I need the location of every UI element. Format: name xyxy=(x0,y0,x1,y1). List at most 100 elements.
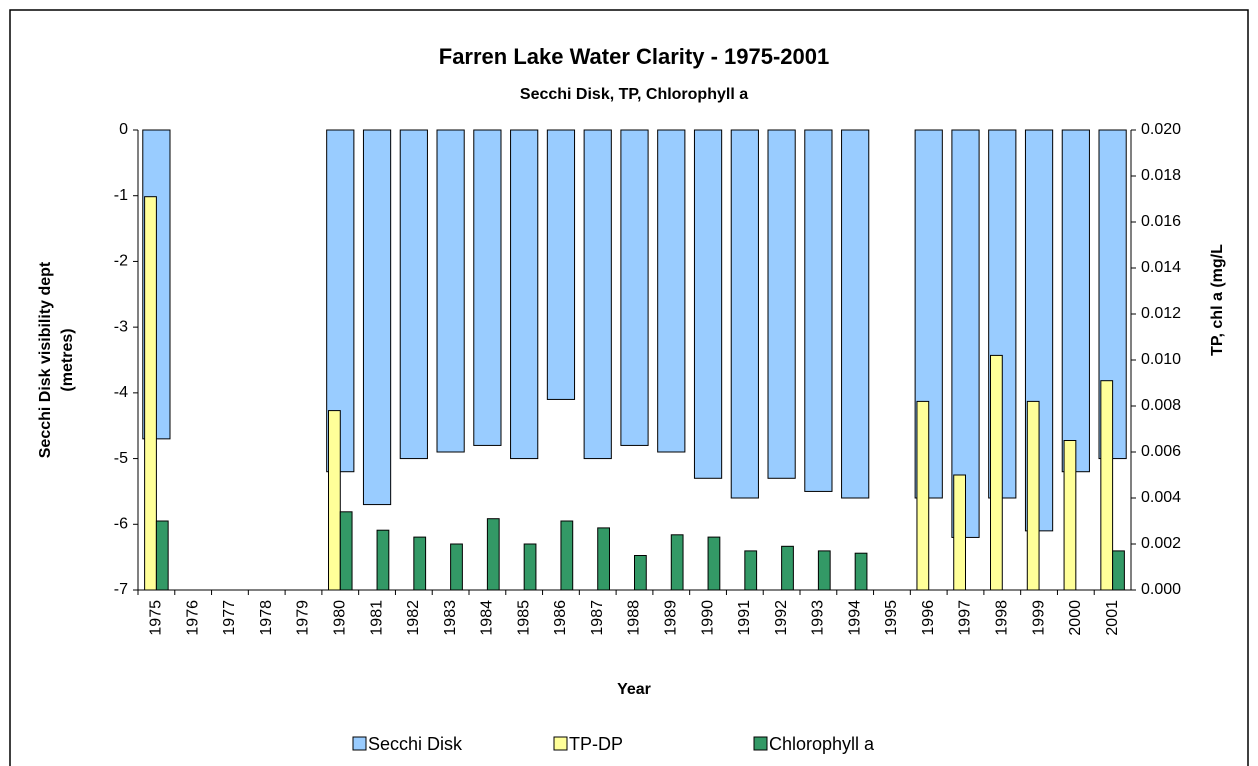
bar xyxy=(657,129,686,453)
y2-tick-label: 0.006 xyxy=(1141,443,1181,460)
bar xyxy=(560,520,574,591)
x-tick-label: 1991 xyxy=(736,600,753,636)
legend-swatch xyxy=(352,736,367,751)
bar xyxy=(767,129,796,479)
x-tick-label: 2000 xyxy=(1067,600,1084,636)
bar xyxy=(841,129,870,499)
bar xyxy=(670,534,684,591)
bar xyxy=(339,511,353,591)
x-tick-label: 1980 xyxy=(331,600,348,636)
bar xyxy=(583,129,612,460)
y2-tick-label: 0.008 xyxy=(1141,397,1181,414)
y-tick-label: -1 xyxy=(114,187,128,204)
bar xyxy=(362,129,392,506)
x-tick-label: 1996 xyxy=(920,600,937,636)
y-tick-label: -5 xyxy=(114,450,128,467)
bar xyxy=(634,555,647,591)
bar xyxy=(510,129,539,460)
bar xyxy=(1112,550,1125,591)
bar xyxy=(1061,129,1090,473)
bar xyxy=(817,550,831,591)
x-tick-label: 1977 xyxy=(221,600,238,636)
x-axis-label: Year xyxy=(617,681,651,698)
x-tick-label: 1995 xyxy=(883,600,900,636)
x-tick-label: 1979 xyxy=(295,600,312,636)
legend-label: Secchi Disk xyxy=(368,734,463,754)
bar xyxy=(155,520,169,591)
x-tick-label: 1978 xyxy=(258,600,275,636)
bar xyxy=(707,536,721,591)
bar xyxy=(546,129,576,400)
y2-tick-label: 0.000 xyxy=(1141,581,1181,598)
bar xyxy=(1063,440,1077,591)
legend-swatch xyxy=(553,736,568,751)
x-tick-label: 1976 xyxy=(184,600,201,636)
chart-frame xyxy=(9,9,1249,766)
x-tick-label: 1993 xyxy=(810,600,827,636)
bar xyxy=(620,129,649,446)
y-tick-label: -6 xyxy=(114,516,128,533)
x-tick-label: 1983 xyxy=(442,600,459,636)
y2-tick-label: 0.002 xyxy=(1141,535,1181,552)
bar xyxy=(486,518,500,591)
y2-tick-label: 0.012 xyxy=(1141,305,1181,322)
bar xyxy=(597,527,610,591)
bar xyxy=(413,536,427,591)
x-tick-label: 1994 xyxy=(846,600,863,636)
legend-swatch xyxy=(753,736,768,751)
y-tick-label: -7 xyxy=(114,581,128,598)
x-tick-label: 2001 xyxy=(1104,600,1121,636)
y-tick-label: 0 xyxy=(119,121,128,138)
x-tick-label: 1999 xyxy=(1030,600,1047,636)
legend-label: Chlorophyll a xyxy=(769,734,875,754)
x-tick-label: 1987 xyxy=(589,600,606,636)
chart-subtitle: Secchi Disk, TP, Chlorophyll a xyxy=(520,86,748,103)
bar xyxy=(376,529,390,591)
y2-axis-label: TP, chl a (mg/L xyxy=(1209,244,1226,356)
x-tick-label: 1989 xyxy=(662,600,679,636)
bar xyxy=(1100,380,1114,591)
x-tick-label: 1984 xyxy=(479,600,496,636)
bar xyxy=(473,129,502,446)
y2-tick-label: 0.016 xyxy=(1141,213,1181,230)
y2-tick-label: 0.020 xyxy=(1141,121,1181,138)
bar xyxy=(781,545,794,591)
bar xyxy=(953,474,967,591)
y2-tick-label: 0.004 xyxy=(1141,489,1181,506)
bar xyxy=(144,196,157,591)
bar xyxy=(523,543,537,591)
y-axis-label: Secchi Disk visibility dept xyxy=(37,261,54,458)
x-tick-label: 1998 xyxy=(993,600,1010,636)
bar xyxy=(450,543,463,591)
bar xyxy=(990,354,1003,591)
y-axis-label: (metres) xyxy=(59,328,76,391)
bar xyxy=(328,410,341,591)
legend-label: TP-DP xyxy=(569,734,623,754)
x-tick-label: 1985 xyxy=(515,600,532,636)
chart-title: Farren Lake Water Clarity - 1975-2001 xyxy=(439,44,830,69)
bar xyxy=(804,129,833,492)
x-tick-label: 1986 xyxy=(552,600,569,636)
y-tick-label: -4 xyxy=(114,384,128,401)
y2-tick-label: 0.018 xyxy=(1141,167,1181,184)
bar xyxy=(1026,400,1040,591)
bar xyxy=(399,129,428,460)
x-tick-label: 1981 xyxy=(368,600,385,636)
y2-tick-label: 0.014 xyxy=(1141,259,1181,276)
bar xyxy=(693,129,723,479)
y-tick-label: -3 xyxy=(114,318,128,335)
y2-tick-label: 0.010 xyxy=(1141,351,1181,368)
x-tick-label: 1992 xyxy=(773,600,790,636)
y-tick-label: -2 xyxy=(114,253,128,270)
bar xyxy=(744,550,758,591)
x-tick-label: 1988 xyxy=(626,600,643,636)
x-tick-label: 1982 xyxy=(405,600,422,636)
bar xyxy=(730,129,759,499)
bar xyxy=(436,129,465,453)
x-tick-label: 1975 xyxy=(148,600,165,636)
x-tick-label: 1997 xyxy=(957,600,974,636)
bar xyxy=(854,552,868,591)
bar xyxy=(916,400,930,591)
x-tick-label: 1990 xyxy=(699,600,716,636)
